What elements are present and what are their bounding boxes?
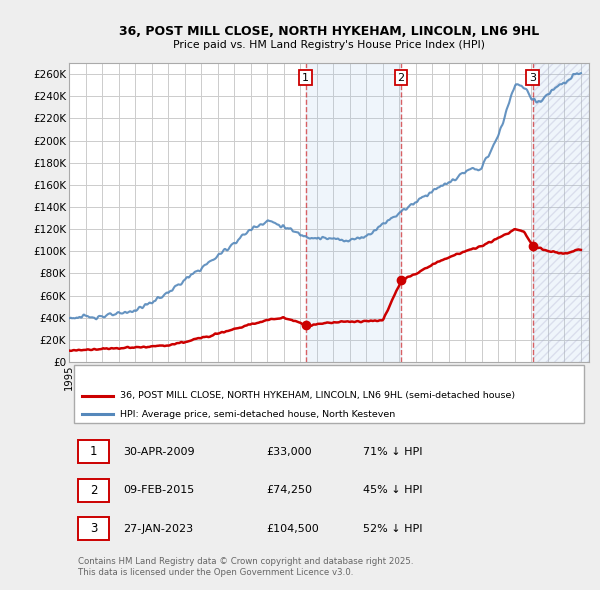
Text: £33,000: £33,000 bbox=[266, 447, 313, 457]
Text: 1: 1 bbox=[302, 73, 309, 83]
Text: 30-APR-2009: 30-APR-2009 bbox=[124, 447, 195, 457]
Text: 36, POST MILL CLOSE, NORTH HYKEHAM, LINCOLN, LN6 9HL (semi-detached house): 36, POST MILL CLOSE, NORTH HYKEHAM, LINC… bbox=[120, 391, 515, 401]
Bar bbox=[533, 63, 589, 362]
FancyBboxPatch shape bbox=[79, 479, 109, 502]
FancyBboxPatch shape bbox=[79, 441, 109, 463]
Text: 27-JAN-2023: 27-JAN-2023 bbox=[124, 523, 194, 533]
Text: 36, POST MILL CLOSE, NORTH HYKEHAM, LINCOLN, LN6 9HL: 36, POST MILL CLOSE, NORTH HYKEHAM, LINC… bbox=[119, 25, 539, 38]
Text: HPI: Average price, semi-detached house, North Kesteven: HPI: Average price, semi-detached house,… bbox=[120, 409, 395, 419]
FancyBboxPatch shape bbox=[79, 517, 109, 540]
Text: 3: 3 bbox=[529, 73, 536, 83]
Text: Price paid vs. HM Land Registry's House Price Index (HPI): Price paid vs. HM Land Registry's House … bbox=[173, 40, 485, 50]
Bar bbox=[305, 63, 401, 362]
Text: 3: 3 bbox=[90, 522, 97, 535]
FancyBboxPatch shape bbox=[74, 365, 584, 424]
Text: £104,500: £104,500 bbox=[266, 523, 319, 533]
Text: 2: 2 bbox=[398, 73, 404, 83]
Text: Contains HM Land Registry data © Crown copyright and database right 2025.
This d: Contains HM Land Registry data © Crown c… bbox=[79, 558, 414, 577]
Text: 09-FEB-2015: 09-FEB-2015 bbox=[124, 485, 195, 495]
Text: 52% ↓ HPI: 52% ↓ HPI bbox=[363, 523, 422, 533]
Bar bbox=[533, 63, 589, 362]
Text: 2: 2 bbox=[89, 484, 97, 497]
Text: 71% ↓ HPI: 71% ↓ HPI bbox=[363, 447, 422, 457]
Text: 1: 1 bbox=[89, 445, 97, 458]
Text: 45% ↓ HPI: 45% ↓ HPI bbox=[363, 485, 422, 495]
Text: £74,250: £74,250 bbox=[266, 485, 313, 495]
